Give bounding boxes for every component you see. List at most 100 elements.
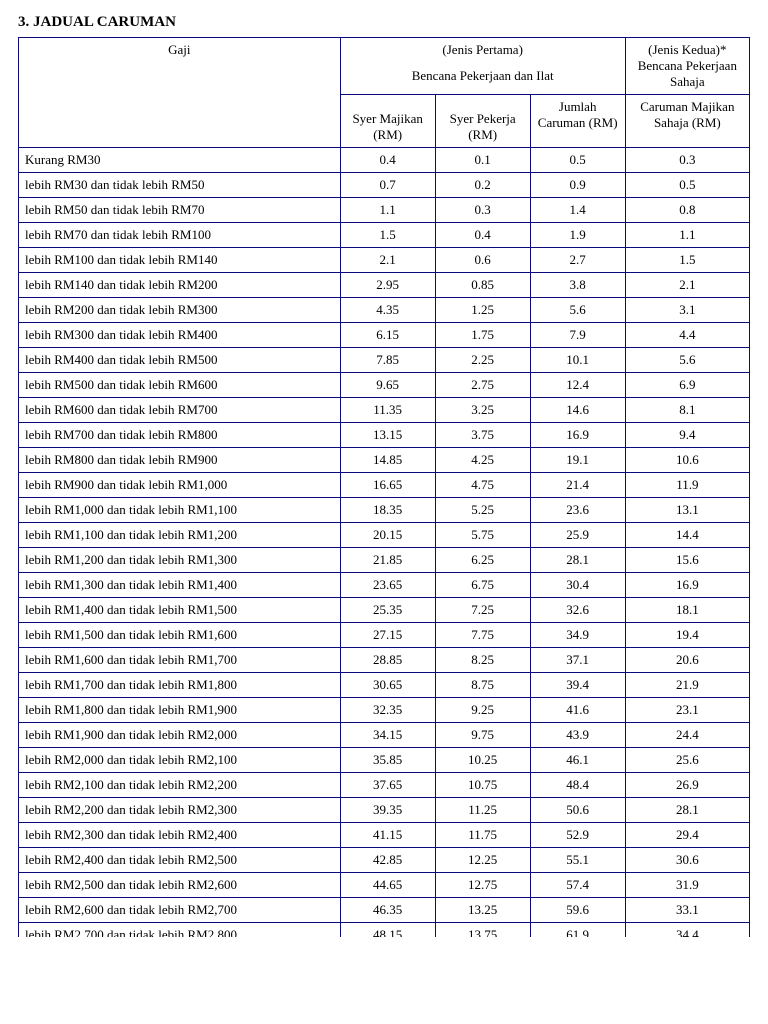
cell-a: 1.1 bbox=[340, 198, 435, 223]
cell-a: 41.15 bbox=[340, 823, 435, 848]
cell-gaji: lebih RM1,200 dan tidak lebih RM1,300 bbox=[19, 548, 341, 573]
header-gaji: Gaji bbox=[19, 38, 341, 148]
cell-d: 9.4 bbox=[625, 423, 749, 448]
table-row: lebih RM2,400 dan tidak lebih RM2,50042.… bbox=[19, 848, 750, 873]
caruman-table: Gaji (Jenis Pertama) Bencana Pekerjaan d… bbox=[18, 37, 750, 923]
cell-c: 21.4 bbox=[530, 473, 625, 498]
cell-c: 14.6 bbox=[530, 398, 625, 423]
cell-b: 12.75 bbox=[435, 873, 530, 898]
cell-b: 2.25 bbox=[435, 348, 530, 373]
cell-a: 11.35 bbox=[340, 398, 435, 423]
cell-b: 0.85 bbox=[435, 273, 530, 298]
cell-b: 8.75 bbox=[435, 673, 530, 698]
cell-d: 23.1 bbox=[625, 698, 749, 723]
cell-a: 25.35 bbox=[340, 598, 435, 623]
table-row: lebih RM400 dan tidak lebih RM5007.852.2… bbox=[19, 348, 750, 373]
table-row: lebih RM200 dan tidak lebih RM3004.351.2… bbox=[19, 298, 750, 323]
cell-c: 25.9 bbox=[530, 523, 625, 548]
cell-gaji: lebih RM1,000 dan tidak lebih RM1,100 bbox=[19, 498, 341, 523]
cell-c: 52.9 bbox=[530, 823, 625, 848]
cell-c: 28.1 bbox=[530, 548, 625, 573]
cell-gaji: lebih RM1,600 dan tidak lebih RM1,700 bbox=[19, 648, 341, 673]
cell-gaji: Kurang RM30 bbox=[19, 148, 341, 173]
table-row: lebih RM70 dan tidak lebih RM1001.50.41.… bbox=[19, 223, 750, 248]
cell-gaji: lebih RM800 dan tidak lebih RM900 bbox=[19, 448, 341, 473]
table-row: lebih RM2,200 dan tidak lebih RM2,30039.… bbox=[19, 798, 750, 823]
cell-gaji: lebih RM1,500 dan tidak lebih RM1,600 bbox=[19, 623, 341, 648]
table-row: lebih RM140 dan tidak lebih RM2002.950.8… bbox=[19, 273, 750, 298]
table-row: Kurang RM300.40.10.50.3 bbox=[19, 148, 750, 173]
cell-c: 1.4 bbox=[530, 198, 625, 223]
cell-d: 1.1 bbox=[625, 223, 749, 248]
header-syer-majikan: Syer Majikan (RM) bbox=[340, 95, 435, 148]
cell-c: 1.9 bbox=[530, 223, 625, 248]
cell-gaji: lebih RM1,300 dan tidak lebih RM1,400 bbox=[19, 573, 341, 598]
cell-gaji: lebih RM2,300 dan tidak lebih RM2,400 bbox=[19, 823, 341, 848]
cell-a: 6.15 bbox=[340, 323, 435, 348]
cell-d: 34.4 bbox=[625, 923, 749, 937]
table-row: lebih RM1,600 dan tidak lebih RM1,70028.… bbox=[19, 648, 750, 673]
cell-c: 19.1 bbox=[530, 448, 625, 473]
cell-a: 1.5 bbox=[340, 223, 435, 248]
cell-a: 2.1 bbox=[340, 248, 435, 273]
cell-c: 5.6 bbox=[530, 298, 625, 323]
cell-d: 8.1 bbox=[625, 398, 749, 423]
cell-gaji: lebih RM300 dan tidak lebih RM400 bbox=[19, 323, 341, 348]
cell-a: 0.7 bbox=[340, 173, 435, 198]
cell-gaji: lebih RM700 dan tidak lebih RM800 bbox=[19, 423, 341, 448]
cell-gaji: lebih RM400 dan tidak lebih RM500 bbox=[19, 348, 341, 373]
cell-b: 0.6 bbox=[435, 248, 530, 273]
cell-b: 7.75 bbox=[435, 623, 530, 648]
cell-d: 10.6 bbox=[625, 448, 749, 473]
cell-b: 11.75 bbox=[435, 823, 530, 848]
cell-gaji: lebih RM2,600 dan tidak lebih RM2,700 bbox=[19, 898, 341, 923]
cell-b: 1.25 bbox=[435, 298, 530, 323]
header-majikan-sahaja: Caruman Majikan Sahaja (RM) bbox=[625, 95, 749, 148]
cell-gaji: lebih RM2,500 dan tidak lebih RM2,600 bbox=[19, 873, 341, 898]
cell-d: 19.4 bbox=[625, 623, 749, 648]
cell-a: 4.35 bbox=[340, 298, 435, 323]
cell-d: 33.1 bbox=[625, 898, 749, 923]
cell-c: 59.6 bbox=[530, 898, 625, 923]
cell-a: 34.15 bbox=[340, 723, 435, 748]
cell-gaji: lebih RM1,800 dan tidak lebih RM1,900 bbox=[19, 698, 341, 723]
cell-a: 35.85 bbox=[340, 748, 435, 773]
cell-gaji: lebih RM100 dan tidak lebih RM140 bbox=[19, 248, 341, 273]
cutoff-row: lebih RM2,700 dan tidak lebih RM2,800 48… bbox=[18, 923, 750, 937]
cell-d: 16.9 bbox=[625, 573, 749, 598]
cell-d: 3.1 bbox=[625, 298, 749, 323]
table-row: lebih RM1,100 dan tidak lebih RM1,20020.… bbox=[19, 523, 750, 548]
table-row: lebih RM1,300 dan tidak lebih RM1,40023.… bbox=[19, 573, 750, 598]
table-row: lebih RM600 dan tidak lebih RM70011.353.… bbox=[19, 398, 750, 423]
cell-gaji: lebih RM600 dan tidak lebih RM700 bbox=[19, 398, 341, 423]
cell-gaji: lebih RM140 dan tidak lebih RM200 bbox=[19, 273, 341, 298]
cell-a: 37.65 bbox=[340, 773, 435, 798]
table-row: lebih RM30 dan tidak lebih RM500.70.20.9… bbox=[19, 173, 750, 198]
cell-d: 29.4 bbox=[625, 823, 749, 848]
cell-b: 4.25 bbox=[435, 448, 530, 473]
cell-b: 3.25 bbox=[435, 398, 530, 423]
cell-b: 1.75 bbox=[435, 323, 530, 348]
cell-c: 32.6 bbox=[530, 598, 625, 623]
cell-b: 4.75 bbox=[435, 473, 530, 498]
cell-c: 0.9 bbox=[530, 173, 625, 198]
cell-c: 2.7 bbox=[530, 248, 625, 273]
table-row: lebih RM1,400 dan tidak lebih RM1,50025.… bbox=[19, 598, 750, 623]
cell-b: 0.3 bbox=[435, 198, 530, 223]
table-row: lebih RM1,700 dan tidak lebih RM1,80030.… bbox=[19, 673, 750, 698]
cell-a: 9.65 bbox=[340, 373, 435, 398]
cell-gaji: lebih RM50 dan tidak lebih RM70 bbox=[19, 198, 341, 223]
table-row: lebih RM2,300 dan tidak lebih RM2,40041.… bbox=[19, 823, 750, 848]
cell-gaji: lebih RM2,100 dan tidak lebih RM2,200 bbox=[19, 773, 341, 798]
cell-a: 16.65 bbox=[340, 473, 435, 498]
cell-d: 24.4 bbox=[625, 723, 749, 748]
cell-c: 37.1 bbox=[530, 648, 625, 673]
cell-d: 26.9 bbox=[625, 773, 749, 798]
cell-d: 2.1 bbox=[625, 273, 749, 298]
cell-d: 31.9 bbox=[625, 873, 749, 898]
cell-c: 16.9 bbox=[530, 423, 625, 448]
cell-a: 0.4 bbox=[340, 148, 435, 173]
cell-a: 21.85 bbox=[340, 548, 435, 573]
cell-d: 14.4 bbox=[625, 523, 749, 548]
cell-b: 0.4 bbox=[435, 223, 530, 248]
